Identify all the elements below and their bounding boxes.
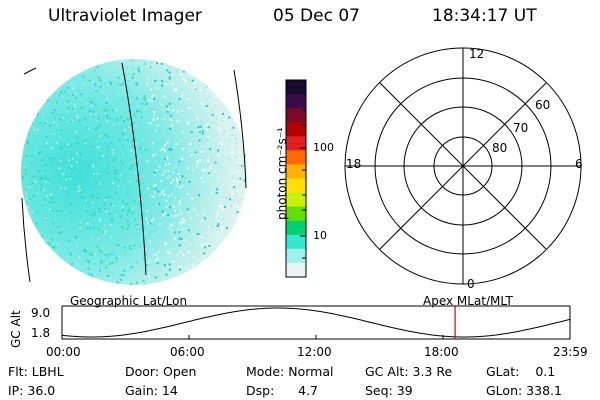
colorbar-stripe	[286, 136, 306, 151]
colorbar-stripe	[286, 220, 306, 236]
orbit-left-title: Geographic Lat/Lon	[70, 294, 188, 308]
status-ip: IP: 36.0	[8, 383, 56, 398]
status-filter: Flt: LBHL	[8, 364, 64, 379]
limb-line-right	[233, 69, 247, 189]
mlt-label-0: 0	[467, 277, 475, 291]
colorbar-stripe	[286, 122, 306, 137]
mlt-label-12: 12	[469, 47, 485, 61]
terminator-line	[121, 62, 147, 276]
status-seq: Seq: 39	[365, 383, 413, 398]
limb-line-top	[23, 67, 37, 75]
colorbar-stripe	[286, 80, 306, 95]
orbit-ytick-high: 9.0	[31, 306, 51, 320]
colorbar-stripe	[286, 150, 306, 165]
colorbar-stripe	[286, 262, 306, 278]
colorbar-stripe	[286, 206, 306, 222]
time-label: 18:34:17 UT	[432, 6, 537, 26]
colorbar-stripe	[286, 108, 306, 123]
status-dsp: Dsp: 4.7	[246, 383, 319, 398]
status-gain: Gain: 14	[125, 383, 178, 398]
mlt-label-6: 6	[575, 157, 583, 171]
orbit-xtick-0600: 06:00	[170, 345, 205, 359]
colorbar-stripe	[286, 94, 306, 109]
status-glat: GLat: 0.1	[486, 364, 556, 379]
orbit-right-title: Apex MLat/MLT	[423, 294, 513, 308]
colorbar-stripe	[286, 248, 306, 264]
colorbar-stripe	[286, 192, 306, 208]
status-gc-alt: GC Alt: 3.3 Re	[365, 364, 453, 379]
limb-line-left	[21, 197, 31, 283]
orbit-ytick-low: 1.8	[31, 326, 51, 340]
lat-label-60: 60	[535, 98, 551, 112]
colorbar-stripe	[286, 164, 306, 179]
orbit-xtick-1200: 12:00	[297, 345, 332, 359]
colorbar-tick-100: 100	[313, 141, 334, 154]
instrument-title: Ultraviolet Imager	[48, 6, 202, 26]
orbit-xtick-1800: 18:00	[424, 345, 459, 359]
status-door: Door: Open	[125, 364, 197, 379]
orbit-xtick-2359: 23:59	[553, 345, 588, 359]
lat-label-80: 80	[492, 141, 508, 155]
status-glon: GLon: 338.1	[486, 383, 562, 398]
mlt-label-18: 18	[346, 157, 362, 171]
colorbar-tick-10: 10	[313, 229, 327, 242]
colorbar-stripe	[286, 234, 306, 250]
colorbar-stripe	[286, 178, 306, 194]
lat-label-70: 70	[513, 121, 529, 135]
orbit-xtick-0000: 00:00	[46, 345, 81, 359]
date-label: 05 Dec 07	[273, 6, 360, 26]
orbit-altitude-curve	[61, 307, 571, 338]
status-mode: Mode: Normal	[246, 364, 334, 379]
